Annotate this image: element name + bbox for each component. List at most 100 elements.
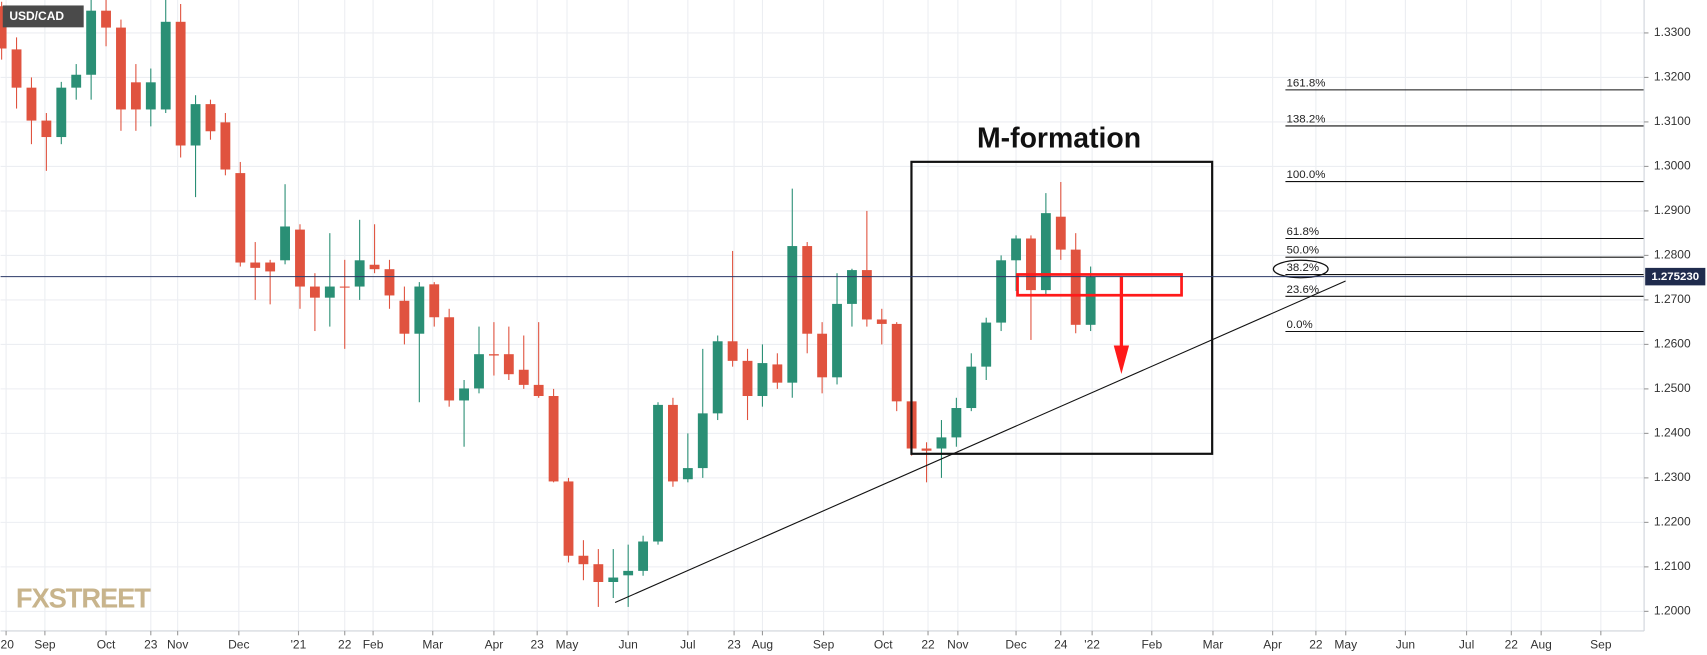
y-tick-label: 1.2100 bbox=[1654, 559, 1691, 573]
x-tick-label: Apr bbox=[485, 637, 504, 651]
candle-body bbox=[1040, 213, 1051, 291]
candle-body bbox=[861, 270, 872, 320]
candle-body bbox=[41, 120, 52, 138]
x-tick-label: Jul bbox=[1459, 637, 1474, 651]
neckline-box bbox=[1016, 273, 1183, 297]
x-tick-label: May bbox=[1334, 637, 1357, 651]
x-tick-label: Apr bbox=[1263, 637, 1282, 651]
x-tick-label: Aug bbox=[1530, 637, 1551, 651]
x-tick-label: Mar bbox=[422, 637, 443, 651]
candle-body bbox=[295, 229, 305, 287]
candle-body bbox=[354, 260, 365, 287]
candle-body bbox=[26, 87, 37, 121]
candle-body bbox=[324, 286, 335, 298]
candle-body bbox=[817, 333, 828, 378]
candle-body bbox=[250, 262, 261, 268]
candle-body bbox=[533, 384, 544, 397]
y-tick-label: 1.2900 bbox=[1654, 203, 1691, 217]
candle-body bbox=[623, 570, 634, 576]
y-tick-label: 1.2800 bbox=[1654, 248, 1691, 262]
x-tick-label: Jun bbox=[618, 637, 637, 651]
y-tick-label: 1.2000 bbox=[1654, 604, 1691, 618]
candle-body bbox=[981, 322, 992, 367]
last-price-label: 1.275230 bbox=[1651, 271, 1699, 283]
candle-body bbox=[71, 74, 82, 88]
candle-body bbox=[1026, 238, 1036, 291]
candle-body bbox=[265, 262, 276, 272]
x-tick-label: Feb bbox=[1141, 637, 1162, 651]
candle-body bbox=[697, 413, 708, 469]
fib-circle bbox=[1272, 259, 1329, 279]
y-tick-label: 1.3100 bbox=[1654, 114, 1691, 128]
candle-body bbox=[56, 87, 67, 138]
y-tick-label: 1.3200 bbox=[1654, 70, 1691, 84]
candle-body bbox=[414, 286, 425, 334]
x-tick-label: Dec bbox=[228, 637, 249, 651]
candle-body bbox=[682, 468, 693, 480]
candle-body bbox=[1070, 249, 1081, 325]
candle-body bbox=[220, 122, 231, 170]
candle-body bbox=[1055, 216, 1066, 250]
y-tick-label: 1.2300 bbox=[1654, 470, 1691, 484]
fib-label: 61.8% bbox=[1287, 226, 1320, 238]
candle-body bbox=[832, 303, 842, 378]
chart-title: USD/CAD bbox=[9, 9, 64, 23]
candle-body bbox=[11, 49, 22, 88]
candle-body bbox=[309, 286, 320, 298]
candle-body bbox=[488, 354, 499, 356]
candle-body bbox=[101, 10, 111, 28]
fib-label: 50.0% bbox=[1287, 245, 1320, 257]
x-tick-label: Feb bbox=[363, 637, 384, 651]
arrow-head bbox=[1113, 345, 1130, 374]
candle-body bbox=[86, 10, 97, 75]
candle-body bbox=[608, 577, 619, 582]
candle-body bbox=[429, 284, 440, 318]
candle-body bbox=[339, 286, 350, 288]
candle-body bbox=[653, 404, 663, 542]
x-tick-label: 22 bbox=[1505, 637, 1519, 651]
x-tick-label: Sep bbox=[1590, 637, 1612, 651]
x-tick-label: '20 bbox=[0, 637, 14, 651]
x-tick-label: 24 bbox=[1054, 637, 1068, 651]
candle-body bbox=[235, 173, 246, 263]
candle-body bbox=[996, 260, 1007, 323]
candle-body bbox=[474, 354, 484, 389]
x-tick-label: 23 bbox=[530, 637, 544, 651]
candle-body bbox=[727, 341, 738, 361]
candle-body bbox=[757, 363, 768, 397]
x-tick-label: 22 bbox=[1309, 637, 1323, 651]
candle-body bbox=[966, 366, 977, 409]
candle-body bbox=[548, 396, 559, 482]
x-tick-label: Oct bbox=[97, 637, 116, 651]
candle-body bbox=[951, 408, 962, 438]
candle-body bbox=[668, 404, 678, 482]
candle-body bbox=[712, 341, 723, 414]
x-tick-label: Mar bbox=[1203, 637, 1224, 651]
last-price-badge bbox=[1645, 267, 1706, 286]
y-tick-label: 1.2200 bbox=[1654, 515, 1691, 529]
x-tick-label: Nov bbox=[947, 637, 968, 651]
candle-body bbox=[787, 246, 798, 383]
candle-body bbox=[891, 323, 902, 402]
axes: 1.2000 1.2100 1.2200 1.2300 1.2400 1.2500 1.26… bbox=[0, 25, 1706, 651]
candle-body bbox=[280, 226, 290, 261]
candle-body bbox=[503, 354, 514, 375]
x-tick-label: Jul bbox=[680, 637, 695, 651]
m-formation-box bbox=[910, 160, 1214, 455]
candle-body bbox=[145, 82, 156, 110]
candle-body bbox=[190, 104, 201, 146]
grid bbox=[0, 0, 1645, 631]
x-tick-label: 23 bbox=[144, 637, 158, 651]
x-tick-label: Nov bbox=[167, 637, 188, 651]
candle-body bbox=[160, 21, 171, 110]
candle-body bbox=[936, 437, 947, 449]
candle-body bbox=[399, 300, 410, 334]
candle-body bbox=[802, 246, 813, 334]
fib-label: 23.6% bbox=[1287, 284, 1320, 296]
x-tick-label: Aug bbox=[752, 637, 773, 651]
fib-label: 161.8% bbox=[1287, 77, 1326, 89]
x-tick-label: Sep bbox=[34, 637, 56, 651]
trendline bbox=[614, 280, 1346, 604]
